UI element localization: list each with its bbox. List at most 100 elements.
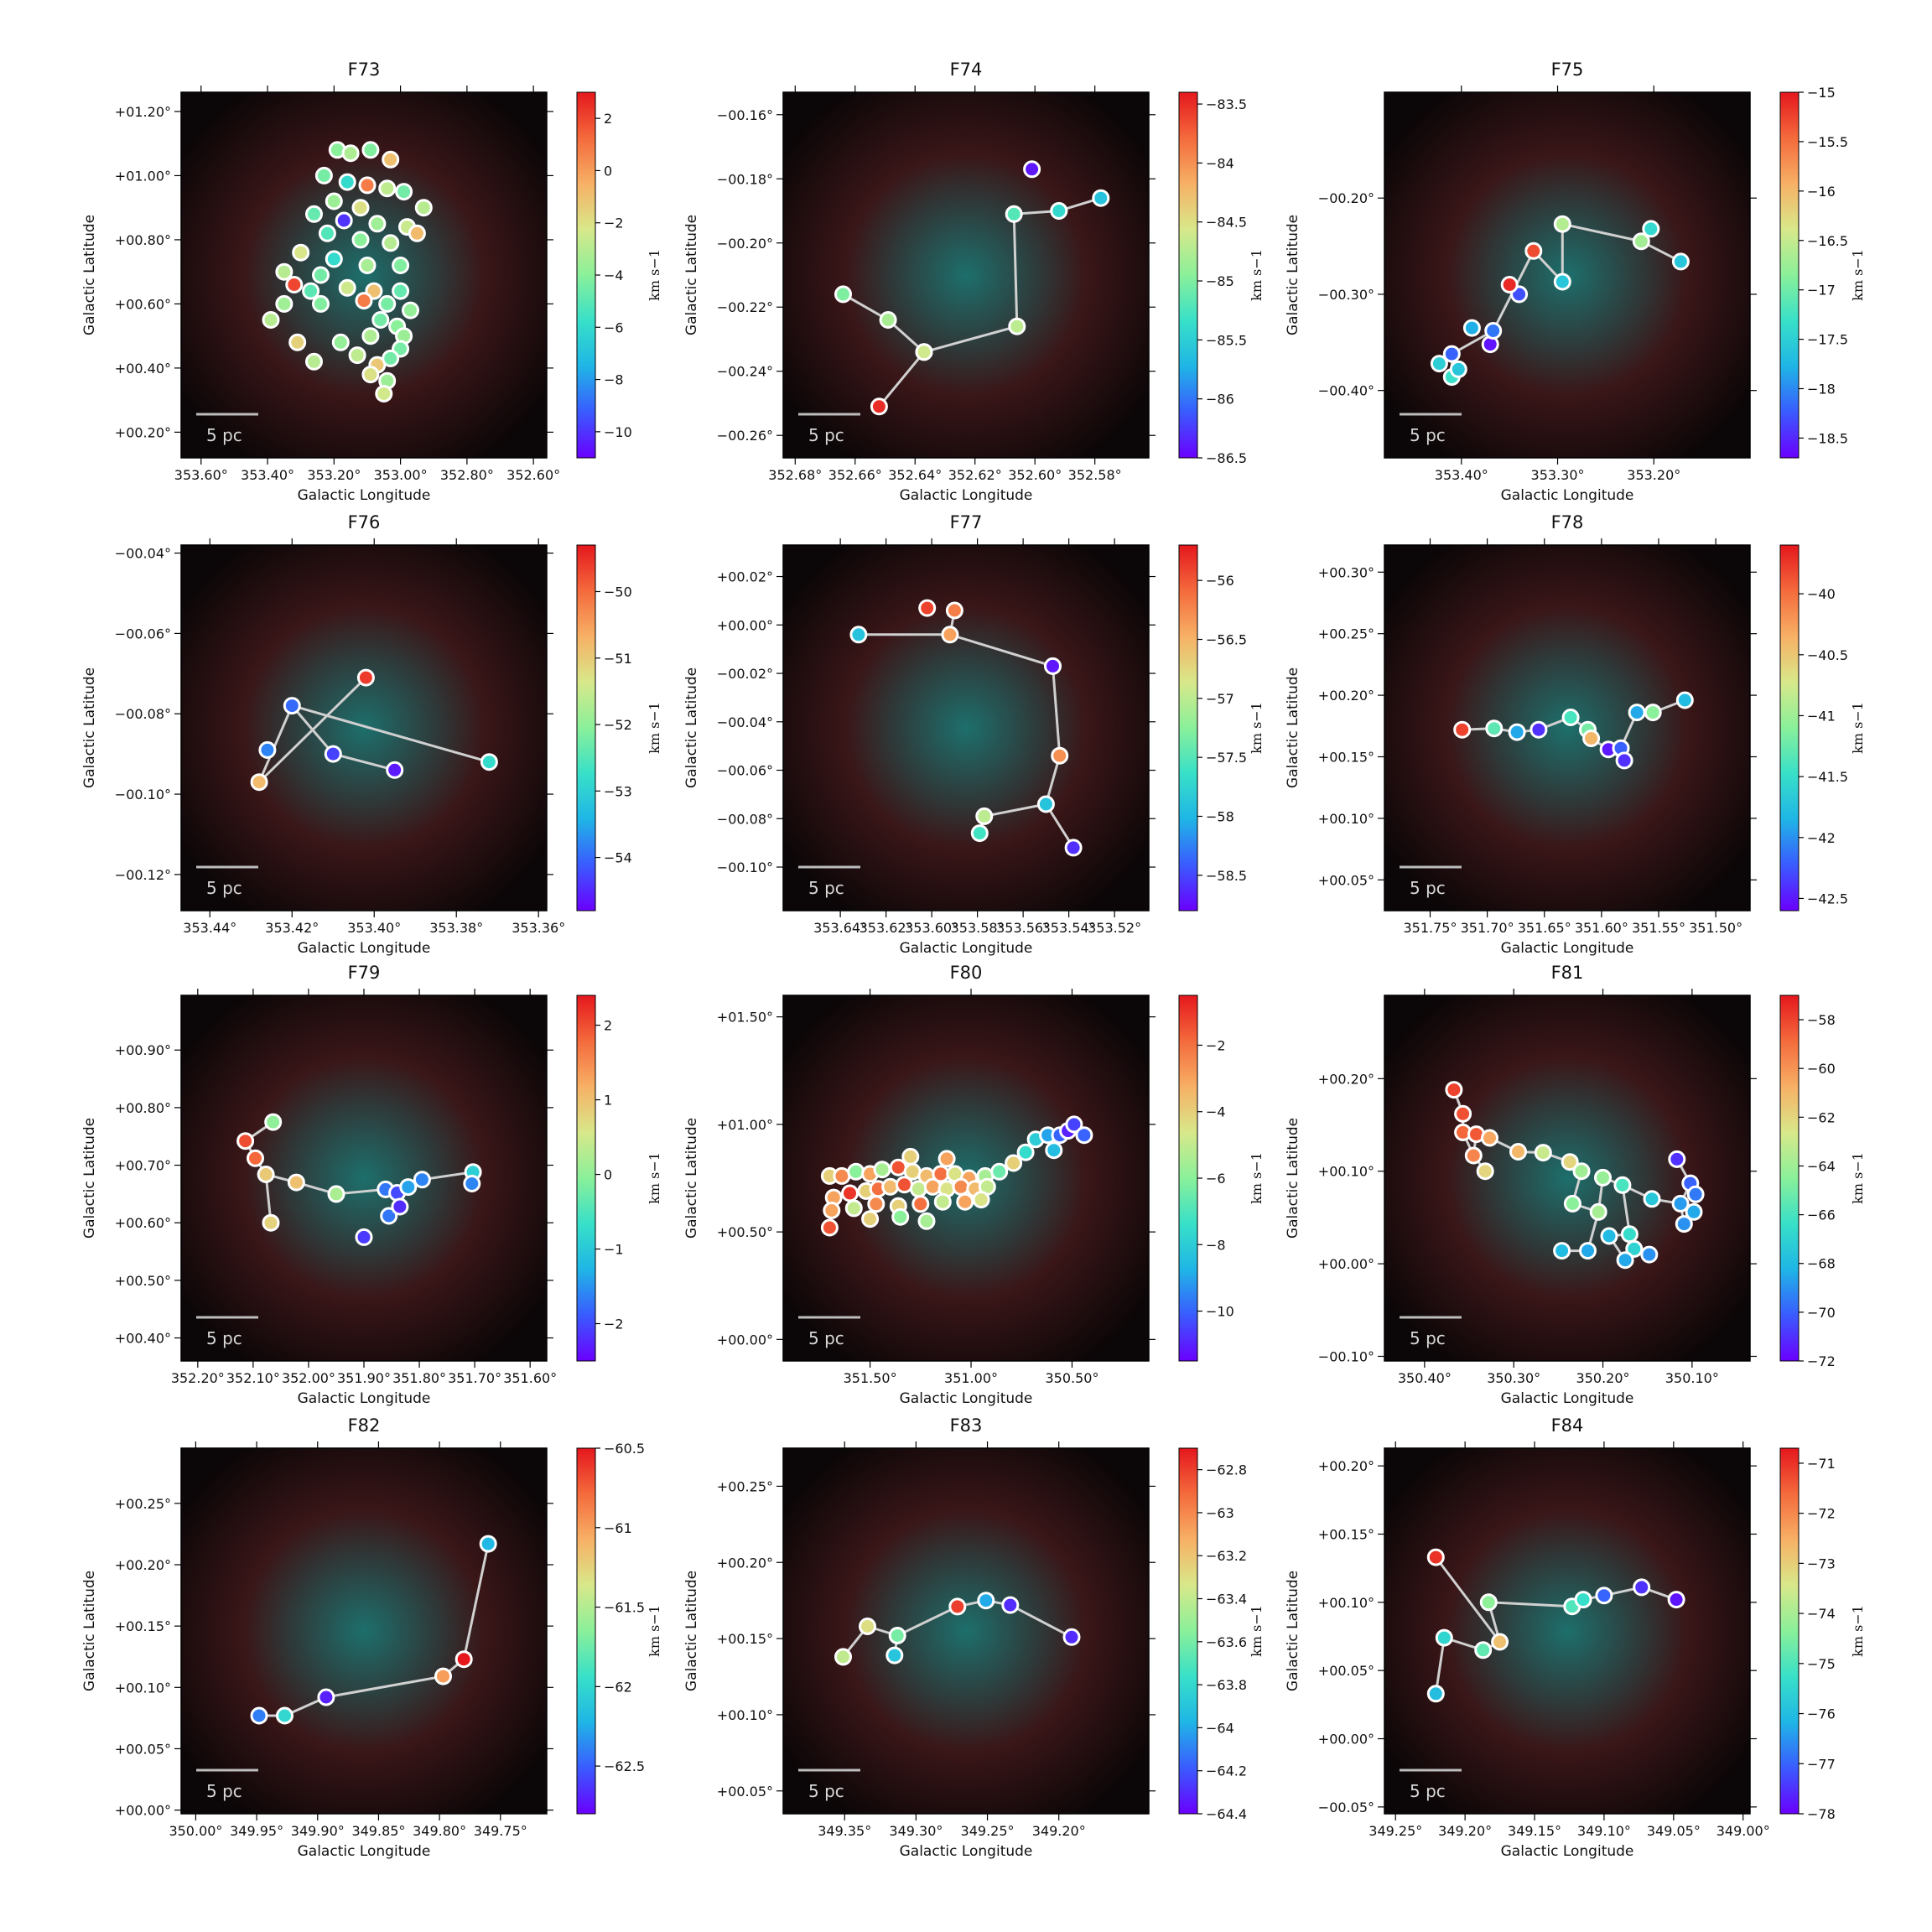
- x-tick-label: 353.30°: [1531, 467, 1585, 483]
- y-axis-label: Galactic Latitude: [683, 1571, 700, 1691]
- colorbar-tick-label: −77: [1807, 1756, 1836, 1772]
- data-point: [1508, 723, 1526, 741]
- x-tick-label: 351.70°: [1461, 920, 1514, 936]
- y-tick-label: −00.16°: [717, 107, 773, 123]
- data-point: [886, 1646, 904, 1665]
- colorbar-tick-label: −16: [1807, 184, 1836, 200]
- colorbar-tick-label: −15: [1807, 85, 1836, 101]
- x-tick-label: 352.64°: [888, 467, 942, 483]
- x-tick-label: 352.68°: [768, 467, 822, 483]
- scale-bar-label: 5 pc: [1410, 425, 1446, 445]
- data-point: [849, 626, 868, 644]
- colorbar-tick-label: −52: [604, 717, 632, 733]
- x-tick-label: 351.50°: [1689, 920, 1742, 936]
- colorbar-tick-label: −40: [1807, 586, 1836, 602]
- data-point: [305, 205, 323, 223]
- x-axis-label: Galactic Longitude: [298, 1843, 431, 1860]
- colorbar-label: km s−1: [1850, 702, 1866, 754]
- x-axis-label: Galactic Longitude: [1501, 487, 1634, 504]
- data-point: [1616, 1251, 1634, 1270]
- data-point: [1426, 1548, 1445, 1566]
- data-point: [275, 262, 293, 281]
- data-point: [1553, 1242, 1571, 1260]
- data-point: [314, 166, 333, 184]
- y-tick-label: +00.00°: [717, 1332, 773, 1348]
- data-point: [1462, 319, 1481, 337]
- data-point: [1008, 317, 1026, 335]
- y-tick-label: −00.08°: [115, 706, 171, 722]
- x-tick-label: 353.20°: [307, 467, 361, 483]
- data-point: [873, 1161, 891, 1179]
- colorbar-tick-label: −75: [1807, 1656, 1836, 1672]
- data-point: [262, 311, 280, 329]
- data-point: [1464, 1146, 1483, 1165]
- data-point: [888, 1627, 906, 1644]
- y-axis-label: Galactic Latitude: [81, 667, 98, 788]
- panel-title: F79: [348, 963, 381, 983]
- x-tick-label: 349.25°: [1368, 1823, 1422, 1839]
- panel-f73: F73 5 pc 353.60° 353.40° 353.20° 353.00° 352.8…: [81, 60, 662, 504]
- colorbar-tick-label: −56: [1206, 573, 1234, 589]
- x-tick-label: 353.54°: [1042, 920, 1096, 936]
- data-point: [258, 740, 277, 759]
- data-point: [1675, 691, 1694, 709]
- x-tick-label: 351.75°: [1404, 920, 1457, 936]
- y-tick-label: +00.15°: [115, 1618, 171, 1634]
- data-point: [1435, 1628, 1453, 1647]
- x-tick-label: 350.50°: [1045, 1370, 1098, 1386]
- colorbar: [1178, 91, 1198, 459]
- x-axis-label: Galactic Longitude: [1501, 1843, 1634, 1860]
- data-point: [1500, 276, 1519, 293]
- colorbar-tick-label: −61.5: [604, 1600, 645, 1616]
- data-point: [1092, 189, 1110, 207]
- data-point: [413, 1171, 431, 1189]
- data-point: [338, 173, 356, 191]
- x-tick-label: 350.10°: [1665, 1370, 1719, 1386]
- y-tick-label: +00.10°: [1318, 811, 1374, 827]
- colorbar-tick-label: −63.8: [1206, 1677, 1247, 1693]
- colorbar: [576, 91, 596, 459]
- data-point: [392, 257, 410, 274]
- x-tick-label: 350.00°: [169, 1823, 222, 1839]
- data-point: [250, 773, 268, 792]
- x-tick-label: 351.00°: [944, 1370, 998, 1386]
- data-point: [378, 179, 397, 198]
- colorbar: [1779, 995, 1800, 1362]
- data-point: [454, 1650, 473, 1669]
- data-point: [1600, 1227, 1618, 1245]
- skeleton-line: [257, 677, 490, 783]
- data-point: [1445, 1081, 1463, 1099]
- colorbar-tick-label: 1: [604, 1093, 612, 1109]
- y-tick-label: +00.50°: [717, 1224, 773, 1240]
- data-point: [351, 231, 370, 249]
- x-tick-label: 349.20°: [1032, 1823, 1086, 1839]
- x-tick-label: 351.60°: [1575, 920, 1628, 936]
- panel-f75: F75 5 pc 353.40° 353.30° 353.20° −00.40° −00.3…: [1285, 60, 1866, 504]
- data-point: [909, 1180, 927, 1198]
- y-tick-label: −00.20°: [1318, 190, 1374, 206]
- data-point: [382, 150, 400, 169]
- y-tick-label: +00.20°: [717, 1555, 773, 1571]
- scale-bar-label: 5 pc: [808, 878, 844, 898]
- x-axis-label: Galactic Longitude: [298, 487, 431, 504]
- data-point: [1005, 205, 1023, 223]
- y-tick-label: +01.00°: [717, 1117, 773, 1133]
- data-point: [1534, 1144, 1552, 1162]
- y-axis-label: Galactic Latitude: [1285, 1118, 1301, 1239]
- data-point: [923, 1177, 942, 1196]
- colorbar-tick-label: −86: [1206, 392, 1234, 408]
- colorbar-tick-label: −57.5: [1206, 750, 1247, 766]
- data-point: [823, 1202, 841, 1219]
- data-point: [1442, 345, 1461, 363]
- data-point: [1667, 1591, 1685, 1609]
- y-tick-label: −00.10°: [115, 787, 171, 802]
- colorbar-tick-label: −62: [604, 1679, 632, 1695]
- data-point: [236, 1132, 255, 1150]
- x-tick-label: 349.00°: [1716, 1823, 1770, 1839]
- data-point: [382, 349, 400, 367]
- data-point: [948, 1597, 967, 1616]
- colorbar-tick-label: −4: [1206, 1104, 1226, 1120]
- y-tick-label: +00.00°: [1318, 1256, 1374, 1272]
- data-point: [317, 1688, 335, 1706]
